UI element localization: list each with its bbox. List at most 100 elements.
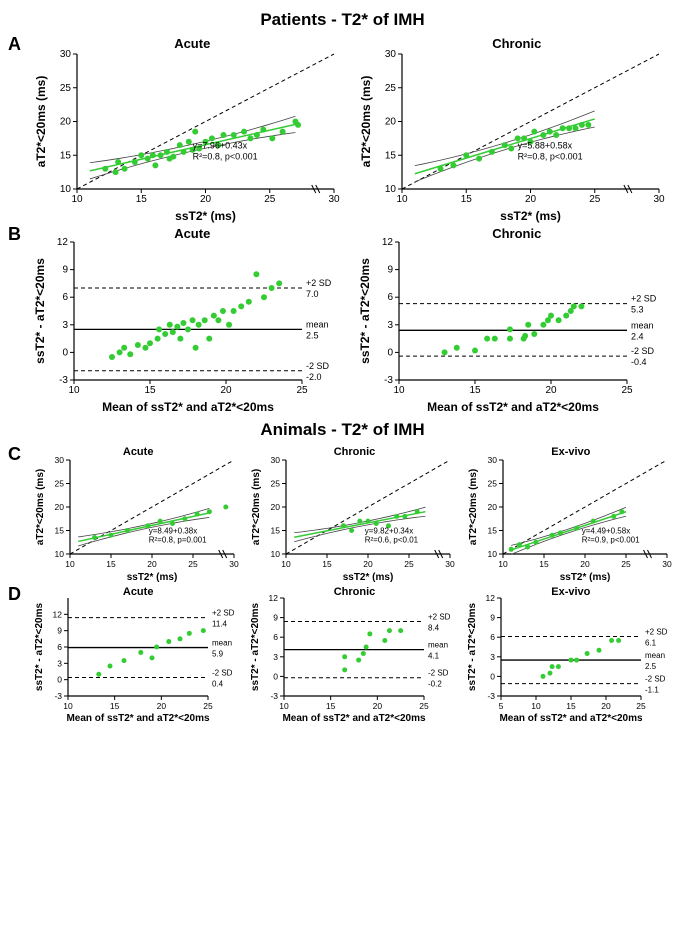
svg-text:0: 0	[57, 675, 62, 685]
svg-text:aT2*<20ms (ms): aT2*<20ms (ms)	[34, 76, 48, 168]
svg-text:-2 SD: -2 SD	[212, 668, 233, 677]
row-B: B Acute 10152025-3036912Mean of ssT2* an…	[8, 224, 677, 414]
chart-svg: 10152025301015202530ssT2* (ms)aT2*<20ms …	[465, 444, 675, 584]
panel-title: Acute	[123, 446, 154, 458]
svg-text:+2 SD: +2 SD	[631, 294, 657, 304]
chart-svg: 10152025-3036912Mean of ssT2* and aT2*<2…	[248, 584, 458, 724]
svg-text:0: 0	[490, 671, 495, 681]
svg-text:30: 30	[487, 455, 497, 465]
panel-title: Acute	[174, 226, 210, 241]
svg-text:12: 12	[57, 237, 69, 248]
svg-text:6: 6	[274, 632, 279, 642]
svg-text:25: 25	[296, 385, 308, 396]
svg-text:Mean of ssT2* and aT2*<20ms: Mean of ssT2* and aT2*<20ms	[283, 713, 427, 724]
svg-text:15: 15	[106, 559, 116, 569]
panel-title: Chronic	[334, 586, 376, 598]
svg-text:20: 20	[364, 559, 374, 569]
svg-text:aT2*<20ms (ms): aT2*<20ms (ms)	[35, 469, 46, 545]
svg-text:25: 25	[264, 194, 276, 205]
svg-text:5.9: 5.9	[212, 650, 224, 659]
svg-text:20: 20	[157, 701, 167, 711]
svg-text:y=7.96+0.43x: y=7.96+0.43x	[193, 141, 248, 151]
svg-text:15: 15	[469, 385, 481, 396]
svg-text:6: 6	[387, 292, 393, 303]
svg-text:25: 25	[621, 385, 633, 396]
svg-text:ssT2* - aT2*<20ms: ssT2* - aT2*<20ms	[250, 603, 261, 692]
svg-text:+2 SD: +2 SD	[645, 628, 668, 637]
svg-text:12: 12	[485, 593, 495, 603]
panel-title: Acute	[123, 586, 154, 598]
svg-text:25: 25	[487, 479, 497, 489]
svg-text:11.4: 11.4	[212, 620, 228, 629]
svg-text:-0.2: -0.2	[428, 680, 442, 689]
svg-text:y=4.49+0.58x: y=4.49+0.58x	[581, 526, 629, 535]
svg-text:mean: mean	[428, 641, 448, 650]
svg-text:20: 20	[60, 117, 72, 128]
svg-text:6: 6	[490, 632, 495, 642]
svg-text:-3: -3	[54, 691, 62, 701]
panel-A-acute: Acute 10152025301015202530ssT2* (ms)aT2*…	[32, 34, 353, 224]
svg-text:30: 30	[662, 559, 672, 569]
chart-svg: 10152025301015202530ssT2* (ms)aT2*<20ms …	[32, 444, 242, 584]
svg-text:ssT2* (ms): ssT2* (ms)	[127, 572, 178, 583]
svg-text:30: 30	[60, 49, 72, 60]
chart-svg: 10152025-3036912Mean of ssT2* and aT2*<2…	[32, 584, 242, 724]
panel-A-chronic: Chronic 10152025301015202530ssT2* (ms)aT…	[357, 34, 678, 224]
svg-text:Mean of ssT2* and aT2*<20ms: Mean of ssT2* and aT2*<20ms	[66, 713, 210, 724]
svg-text:30: 30	[446, 559, 456, 569]
svg-text:R²=0.8, p<0.001: R²=0.8, p<0.001	[193, 152, 258, 162]
svg-text:15: 15	[55, 526, 65, 536]
panel-C-exvivo: Ex-vivo 10152025301015202530ssT2* (ms)aT…	[465, 444, 677, 584]
svg-text:y=8.49+0.38x: y=8.49+0.38x	[149, 526, 197, 535]
svg-text:10: 10	[65, 559, 75, 569]
svg-text:+2 SD: +2 SD	[306, 278, 332, 288]
svg-text:25: 25	[203, 701, 213, 711]
svg-text:-2.0: -2.0	[306, 372, 322, 382]
svg-text:Mean of ssT2* and aT2*<20ms: Mean of ssT2* and aT2*<20ms	[499, 713, 643, 724]
panel-letter-A: A	[8, 34, 28, 224]
svg-text:20: 20	[580, 559, 590, 569]
svg-text:12: 12	[269, 593, 279, 603]
svg-text:30: 30	[328, 194, 340, 205]
svg-text:-2 SD: -2 SD	[428, 669, 449, 678]
svg-text:-2 SD: -2 SD	[645, 675, 666, 684]
svg-text:15: 15	[487, 526, 497, 536]
panel-title: Chronic	[334, 446, 376, 458]
panel-D-acute: Acute 10152025-3036912Mean of ssT2* and …	[32, 584, 244, 724]
svg-text:15: 15	[271, 526, 281, 536]
svg-text:25: 25	[188, 559, 198, 569]
svg-text:8.4: 8.4	[428, 624, 440, 633]
svg-text:20: 20	[487, 502, 497, 512]
svg-text:7.0: 7.0	[306, 289, 319, 299]
svg-text:12: 12	[381, 237, 393, 248]
svg-text:2.5: 2.5	[645, 662, 657, 671]
svg-text:20: 20	[601, 701, 611, 711]
panel-D-chronic: Chronic 10152025-3036912Mean of ssT2* an…	[248, 584, 460, 724]
svg-text:ssT2* (ms): ssT2* (ms)	[175, 209, 236, 223]
svg-text:9: 9	[57, 626, 62, 636]
panel-title: Chronic	[492, 226, 541, 241]
svg-text:mean: mean	[306, 319, 329, 329]
svg-text:R²=0.9, p<0.001: R²=0.9, p<0.001	[581, 535, 639, 544]
panel-letter-C: C	[8, 444, 28, 584]
svg-text:3: 3	[274, 652, 279, 662]
svg-text:ssT2* - aT2*<20ms: ssT2* - aT2*<20ms	[467, 603, 478, 692]
svg-text:aT2*<20ms (ms): aT2*<20ms (ms)	[468, 469, 479, 545]
svg-text:12: 12	[53, 609, 63, 619]
svg-text:-3: -3	[384, 375, 393, 386]
svg-text:-3: -3	[487, 691, 495, 701]
svg-text:Mean of ssT2* and aT2*<20ms: Mean of ssT2* and aT2*<20ms	[427, 400, 599, 414]
panel-B-chronic: Chronic 10152025-3036912Mean of ssT2* an…	[357, 224, 678, 414]
svg-text:-0.4: -0.4	[631, 357, 647, 367]
svg-text:25: 25	[60, 83, 72, 94]
svg-text:R²=0.8, p=0.001: R²=0.8, p=0.001	[149, 535, 207, 544]
panel-title: Ex-vivo	[551, 586, 590, 598]
svg-text:R²=0.6, p<0.01: R²=0.6, p<0.01	[365, 535, 419, 544]
svg-text:0: 0	[387, 347, 393, 358]
svg-text:6.1: 6.1	[645, 639, 657, 648]
svg-text:10: 10	[498, 559, 508, 569]
svg-text:10: 10	[393, 385, 405, 396]
svg-text:9: 9	[62, 265, 68, 276]
svg-text:9: 9	[274, 613, 279, 623]
svg-text:20: 20	[55, 502, 65, 512]
